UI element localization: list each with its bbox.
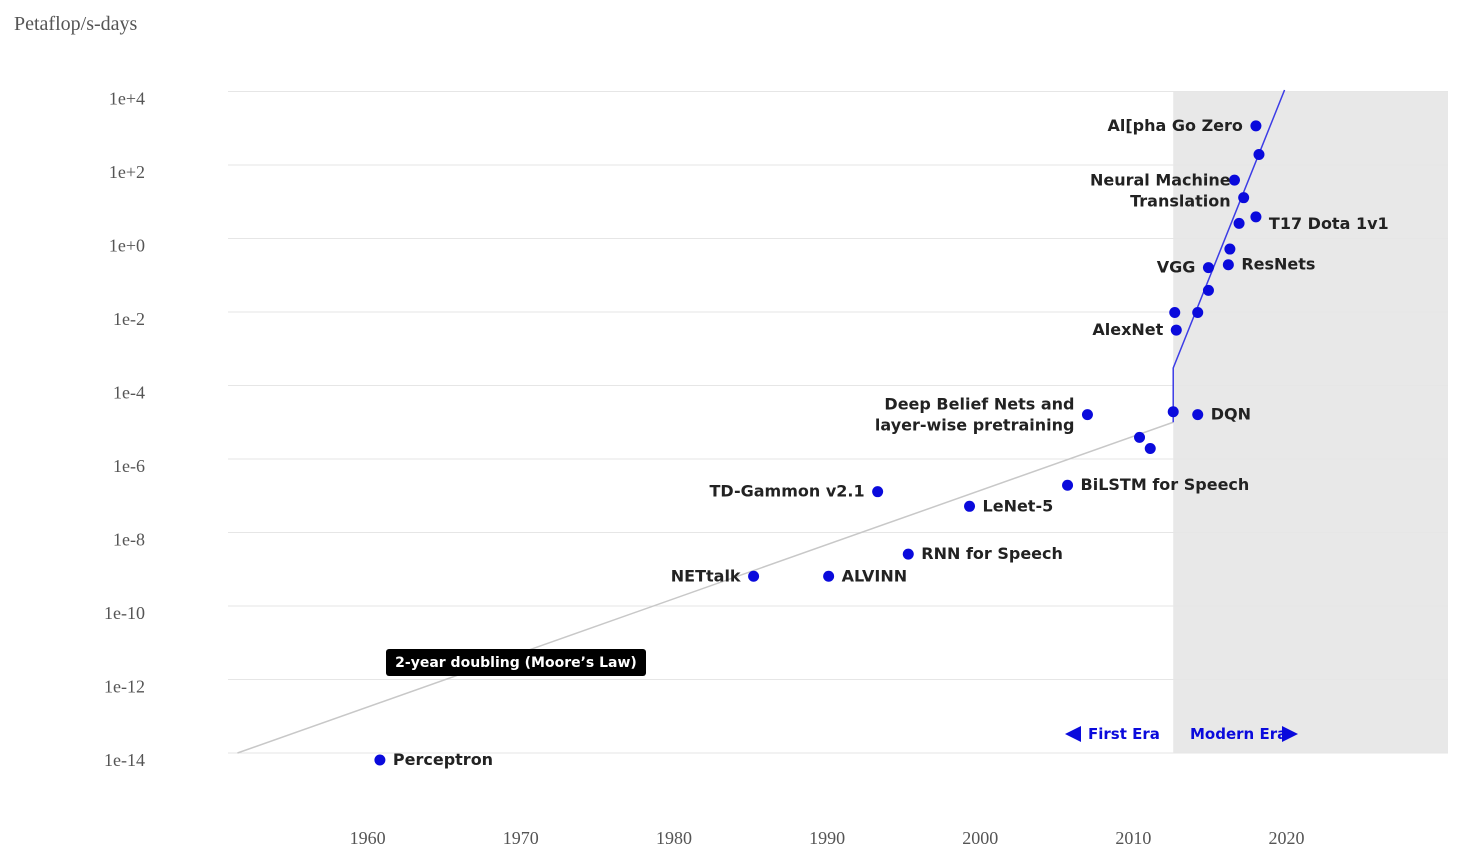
data-point bbox=[1192, 409, 1204, 421]
point-label: T17 Dota 1v1 bbox=[1269, 214, 1389, 233]
data-point bbox=[1253, 148, 1265, 160]
x-tick-label: 1960 bbox=[350, 828, 386, 848]
point-label: ResNets bbox=[1241, 255, 1315, 274]
data-point bbox=[823, 570, 835, 582]
point-label: NETtalk bbox=[671, 566, 741, 585]
data-point bbox=[1062, 479, 1074, 491]
y-tick-label: 1e+2 bbox=[109, 162, 145, 182]
x-tick-label: 2010 bbox=[1115, 828, 1151, 848]
data-point bbox=[1250, 211, 1262, 223]
point-label: Neural Machine Translation bbox=[1090, 171, 1231, 211]
x-axis-ticks: 1960 1970 1980 1990 2000 2010 2020 bbox=[350, 828, 1305, 848]
grid bbox=[228, 91, 1448, 754]
data-point bbox=[1081, 409, 1093, 421]
modern-era-label: Modern Era bbox=[1190, 725, 1287, 743]
data-point bbox=[1238, 192, 1250, 204]
x-tick-label: 1970 bbox=[503, 828, 539, 848]
first-era-marker: First Era bbox=[1065, 725, 1160, 743]
data-point bbox=[964, 500, 976, 512]
x-tick-label: 1980 bbox=[656, 828, 692, 848]
x-tick-label: 2020 bbox=[1269, 828, 1305, 848]
modern-era-background bbox=[1173, 91, 1448, 753]
point-label: LeNet-5 bbox=[983, 496, 1054, 515]
data-point bbox=[1250, 120, 1262, 132]
first-era-trend-line bbox=[237, 421, 1174, 754]
data-point bbox=[1202, 262, 1214, 274]
data-point bbox=[872, 486, 884, 498]
point-labels: Perceptron NETtalk ALVINN TD-Gammon v2.1 RNN… bbox=[393, 116, 1389, 769]
y-tick-label: 1e-10 bbox=[104, 603, 145, 623]
data-points bbox=[374, 120, 1265, 766]
data-point bbox=[1167, 406, 1179, 418]
point-label: DQN bbox=[1211, 405, 1251, 424]
x-tick-label: 2000 bbox=[962, 828, 998, 848]
y-tick-label: 1e-4 bbox=[113, 383, 145, 403]
data-point bbox=[1228, 174, 1240, 186]
data-point bbox=[1170, 324, 1182, 336]
data-point bbox=[374, 754, 386, 766]
x-tick-label: 1990 bbox=[809, 828, 845, 848]
data-point bbox=[1192, 307, 1204, 319]
data-point bbox=[1233, 217, 1245, 229]
data-point bbox=[902, 548, 914, 560]
trend-lines bbox=[237, 89, 1286, 754]
moores-law-text: 2-year doubling (Moore’s Law) bbox=[395, 655, 637, 671]
y-tick-label: 1e-2 bbox=[113, 309, 145, 329]
y-tick-label: 1e+4 bbox=[109, 89, 145, 109]
data-point bbox=[1134, 431, 1146, 443]
arrow-right-icon bbox=[1282, 726, 1298, 742]
modern-era-trend-line bbox=[1172, 89, 1286, 423]
y-tick-label: 1e-12 bbox=[104, 677, 145, 697]
data-point bbox=[1169, 307, 1181, 319]
first-era-label: First Era bbox=[1088, 725, 1160, 743]
point-label: AlexNet bbox=[1092, 320, 1163, 339]
point-label: RNN for Speech bbox=[921, 544, 1063, 563]
y-axis-ticks: 1e+4 1e+2 1e+0 1e-2 1e-4 1e-6 1e-8 1e-10 1e-12 1e… bbox=[104, 89, 145, 771]
point-label: ALVINN bbox=[842, 566, 908, 585]
moores-law-box bbox=[386, 649, 646, 676]
y-tick-label: 1e-8 bbox=[113, 530, 145, 550]
point-label: BiLSTM for Speech bbox=[1081, 475, 1250, 494]
y-tick-label: 1e+0 bbox=[109, 236, 145, 256]
point-label: TD-Gammon v2.1 bbox=[709, 482, 864, 501]
point-label: Al[pha Go Zero bbox=[1107, 116, 1242, 135]
data-point bbox=[748, 570, 760, 582]
moores-law-annotation: 2-year doubling (Moore’s Law) bbox=[386, 649, 646, 676]
y-tick-label: 1e-6 bbox=[113, 456, 145, 476]
point-label: Deep Belief Nets and layer-wise pretraini… bbox=[875, 395, 1075, 435]
y-axis-label: Petaflop/s-days bbox=[14, 13, 138, 35]
modern-era-marker: Modern Era bbox=[1190, 725, 1298, 743]
y-tick-label: 1e-14 bbox=[104, 750, 145, 770]
data-point bbox=[1144, 442, 1156, 454]
data-point bbox=[1202, 284, 1214, 296]
data-point bbox=[1222, 259, 1234, 271]
data-point bbox=[1224, 243, 1236, 255]
point-label: VGG bbox=[1157, 258, 1196, 277]
point-label: Perceptron bbox=[393, 750, 493, 769]
arrow-left-icon bbox=[1065, 726, 1081, 742]
